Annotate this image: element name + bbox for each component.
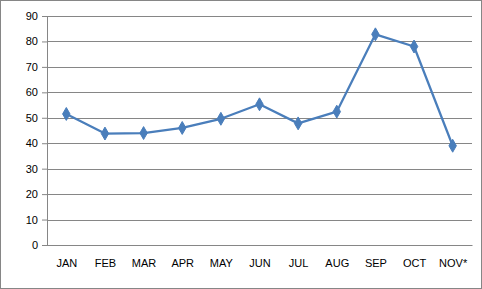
y-tick-mark — [42, 169, 47, 170]
x-tick-label: FEB — [95, 257, 116, 269]
marker — [294, 117, 301, 130]
x-tick-label: MAY — [210, 257, 234, 269]
x-tick: JUL — [289, 257, 309, 269]
y-tick-mark — [42, 118, 47, 119]
marker — [333, 105, 340, 118]
x-tick: NOV* — [439, 257, 468, 269]
marker — [256, 98, 263, 111]
x-tick-label: MAR — [132, 257, 157, 269]
marker — [217, 112, 224, 125]
y-tick-label: 40 — [26, 137, 38, 149]
x-tick: JUN — [249, 257, 270, 269]
marker — [101, 127, 108, 140]
grid-line — [47, 92, 472, 93]
grid-line — [47, 16, 472, 17]
y-tick: 80 — [26, 35, 47, 47]
y-tick-mark — [42, 245, 47, 246]
y-tick-label: 80 — [26, 35, 38, 47]
chart-border — [1, 1, 482, 289]
grid — [47, 17, 472, 246]
x-tick: MAY — [210, 257, 234, 269]
x-tick: SEP — [365, 257, 387, 269]
y-tick-label: 10 — [26, 214, 38, 226]
x-tick-label: JUN — [249, 257, 270, 269]
series-line — [66, 34, 452, 145]
grid-line — [47, 67, 472, 68]
marker — [372, 28, 379, 41]
marker — [140, 127, 147, 140]
grid-line — [47, 118, 472, 119]
x-tick-label: JUL — [289, 257, 309, 269]
y-tick: 60 — [26, 86, 47, 98]
y-tick: 20 — [26, 188, 47, 200]
grid-line — [47, 194, 472, 195]
y-tick-mark — [42, 143, 47, 144]
y-tick-label: 0 — [32, 239, 38, 251]
marker — [410, 40, 417, 53]
marker — [449, 139, 456, 152]
x-axis: JAN FEB MAR APR MAY JUN JUL AUG SEP OCT NOV* — [48, 246, 473, 269]
y-tick-mark — [42, 67, 47, 68]
grid-line — [47, 41, 472, 42]
y-tick-label: 90 — [26, 10, 38, 22]
x-axis-line — [48, 245, 473, 246]
grid-line — [47, 143, 472, 144]
y-tick-label: 50 — [26, 112, 38, 124]
grid-line — [47, 220, 472, 221]
marker — [63, 108, 70, 121]
x-tick-label: OCT — [403, 257, 427, 269]
y-tick-label: 60 — [26, 86, 38, 98]
x-tick: FEB — [95, 257, 116, 269]
grid-line — [47, 169, 472, 170]
x-tick: OCT — [403, 257, 427, 269]
y-tick-mark — [42, 92, 47, 93]
x-tick: AUG — [325, 257, 349, 269]
x-tick: MAR — [132, 257, 157, 269]
x-tick-label: JAN — [56, 257, 77, 269]
chart: 0 10 20 30 40 50 60 70 80 90 JAN FEB MAR APR MAY JUN JUL… — [0, 0, 482, 289]
x-tick: APR — [171, 257, 194, 269]
y-axis: 0 10 20 30 40 50 60 70 80 90 — [26, 10, 48, 251]
y-tick: 90 — [26, 10, 47, 22]
x-tick-label: NOV* — [439, 257, 468, 269]
y-tick: 40 — [26, 137, 47, 149]
x-tick: JAN — [56, 257, 77, 269]
grid-line — [47, 245, 472, 246]
plot-area — [63, 28, 457, 152]
marker — [179, 122, 186, 135]
y-tick: 70 — [26, 61, 47, 73]
y-tick-label: 70 — [26, 61, 38, 73]
y-tick: 30 — [26, 163, 47, 175]
y-tick: 10 — [26, 214, 47, 226]
y-tick-mark — [42, 194, 47, 195]
y-tick-label: 20 — [26, 188, 38, 200]
y-tick-mark — [42, 16, 47, 17]
y-tick: 0 — [32, 239, 47, 251]
x-tick-label: APR — [171, 257, 194, 269]
y-tick: 50 — [26, 112, 47, 124]
y-axis-line — [42, 17, 48, 246]
y-tick-mark — [42, 41, 47, 42]
y-tick-mark — [42, 220, 47, 221]
x-tick-label: SEP — [365, 257, 387, 269]
x-tick-label: AUG — [325, 257, 349, 269]
y-tick-label: 30 — [26, 163, 38, 175]
